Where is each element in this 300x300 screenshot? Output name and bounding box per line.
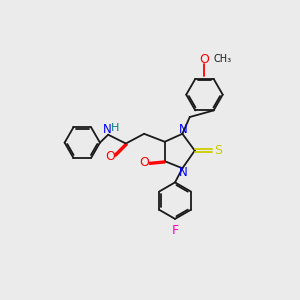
Text: CH₃: CH₃ xyxy=(213,54,231,64)
Text: N: N xyxy=(178,124,188,136)
Text: F: F xyxy=(172,224,178,237)
Text: H: H xyxy=(110,123,119,133)
Text: N: N xyxy=(178,166,188,179)
Text: O: O xyxy=(200,52,209,65)
Text: O: O xyxy=(139,156,149,169)
Text: S: S xyxy=(214,144,222,157)
Text: O: O xyxy=(105,150,115,163)
Text: N: N xyxy=(103,123,112,136)
